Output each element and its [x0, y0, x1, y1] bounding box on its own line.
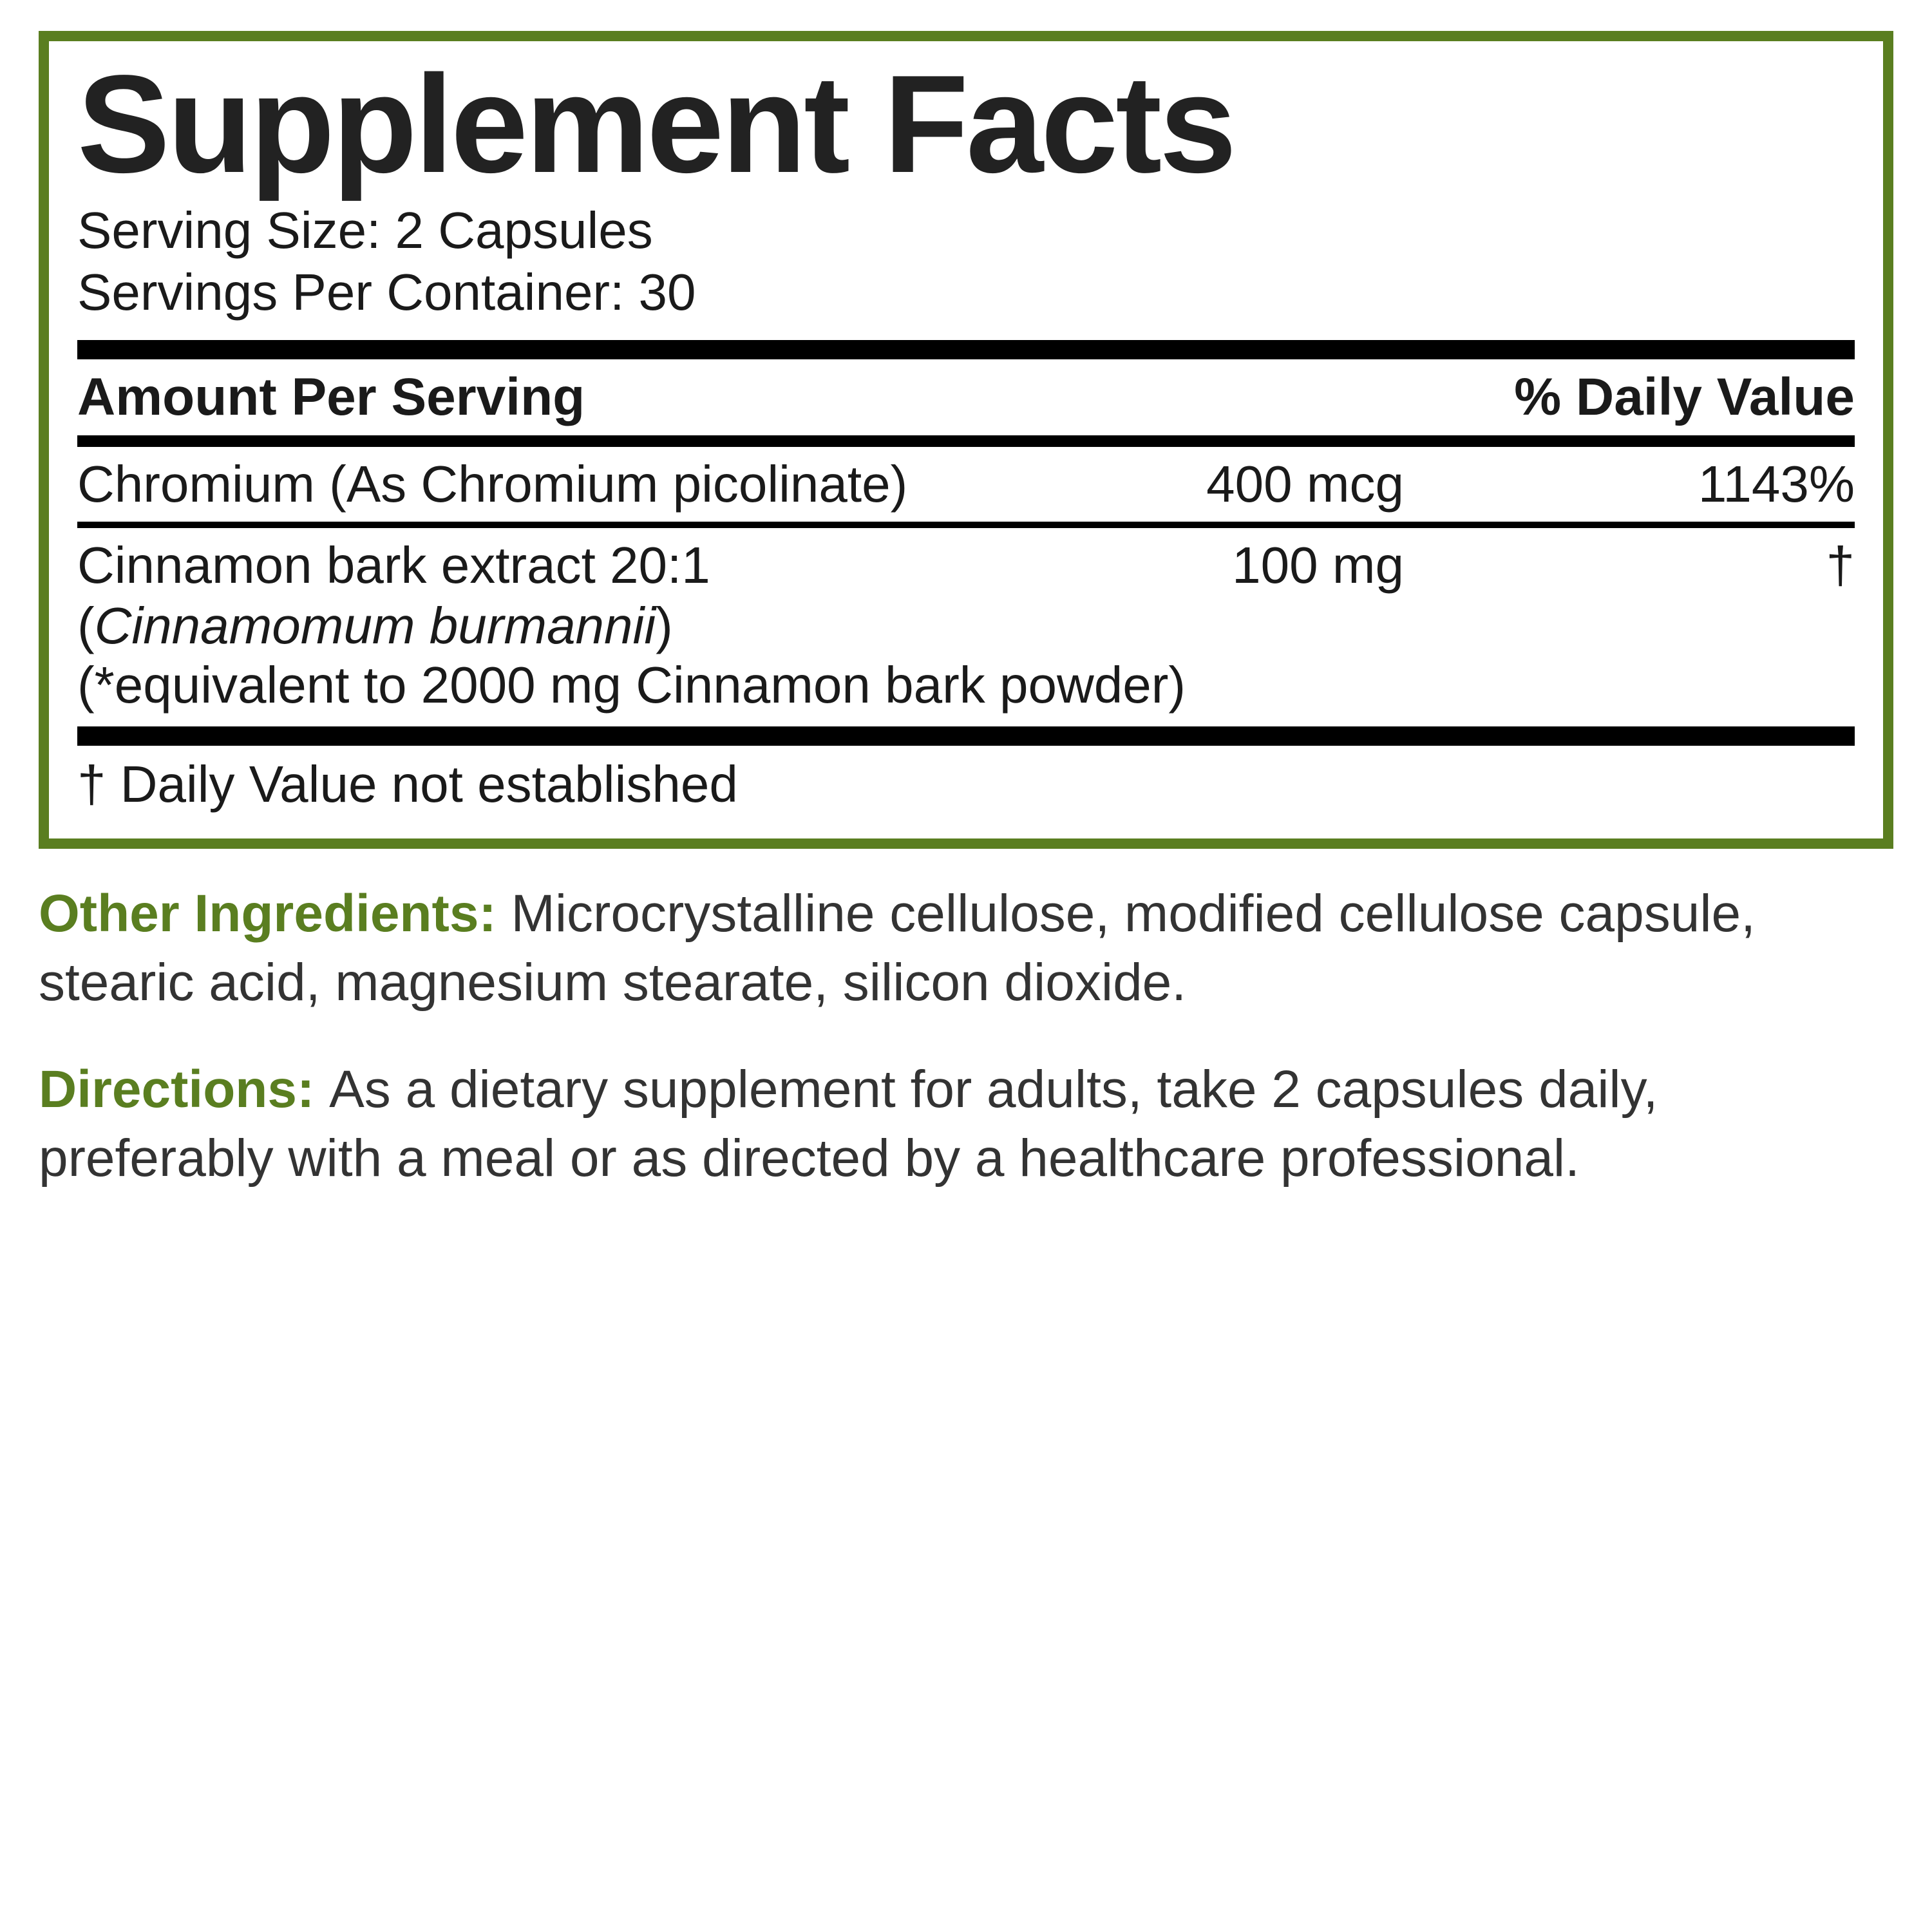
ingredient-amount: 100 mg: [1043, 536, 1404, 595]
ingredient-name: Cinnamon bark extract 20:1: [77, 536, 1043, 595]
ingredient-name: Chromium (As Chromium picolinate): [77, 455, 1043, 514]
panel-title: Supplement Facts: [77, 54, 1855, 193]
dv-footnote: † Daily Value not established: [77, 746, 1855, 832]
other-ingredients: Other Ingredients: Microcrystalline cell…: [39, 880, 1893, 1017]
directions-label: Directions:: [39, 1060, 329, 1119]
ingredient-equivalence-note: (*equivalent to 2000 mg Cinnamon bark po…: [77, 656, 1186, 714]
ingredient-amount: 400 mcg: [1043, 455, 1404, 514]
ingredient-dv: 1143%: [1404, 455, 1855, 514]
below-panel-text: Other Ingredients: Microcrystalline cell…: [39, 880, 1893, 1193]
ingredient-dv: †: [1404, 536, 1855, 595]
divider: [77, 522, 1855, 528]
header-amount-per-serving: Amount Per Serving: [77, 367, 1404, 428]
serving-size: Serving Size: 2 Capsules: [77, 200, 1855, 261]
other-ingredients-label: Other Ingredients:: [39, 884, 511, 943]
ingredient-row: Cinnamon bark extract 20:1 100 mg †: [77, 528, 1855, 596]
header-daily-value: % Daily Value: [1404, 367, 1855, 428]
column-header-row: Amount Per Serving % Daily Value: [77, 359, 1855, 435]
directions: Directions: As a dietary supplement for …: [39, 1056, 1893, 1193]
divider: [77, 435, 1855, 447]
ingredient-row: Chromium (As Chromium picolinate) 400 mc…: [77, 447, 1855, 522]
servings-per-container: Servings Per Container: 30: [77, 261, 1855, 323]
ingredient-latin-name: Cinnamomum burmannii: [95, 597, 656, 654]
divider: [77, 340, 1855, 359]
divider: [77, 726, 1855, 746]
ingredient-subtext: (Cinnamomum burmannii) (*equivalent to 2…: [77, 596, 1855, 726]
supplement-facts-panel: Supplement Facts Serving Size: 2 Capsule…: [39, 31, 1893, 849]
